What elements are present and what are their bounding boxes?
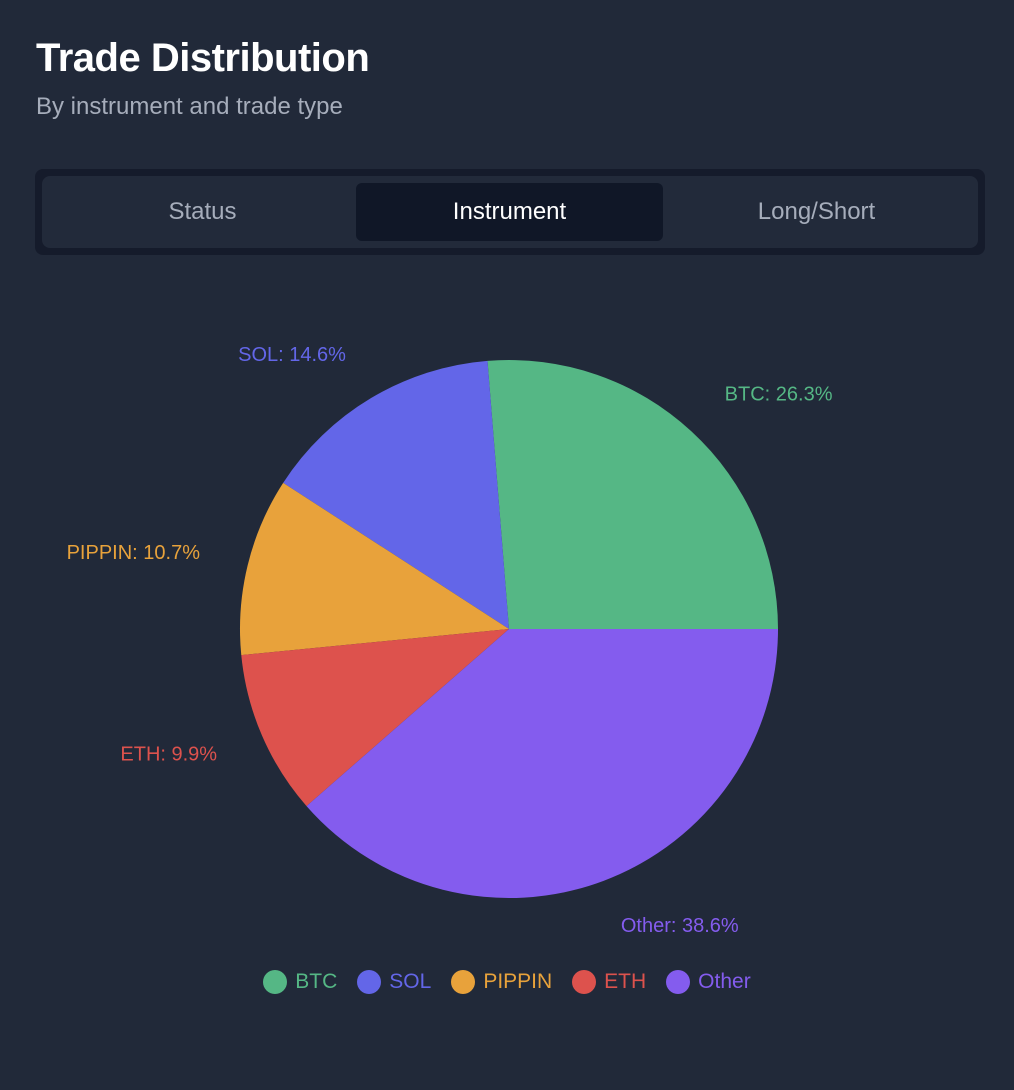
- legend-swatch-pippin: [451, 970, 476, 994]
- legend-item-btc[interactable]: BTC: [263, 970, 337, 994]
- legend-item-sol[interactable]: SOL: [357, 970, 431, 994]
- pie-slice-other[interactable]: [306, 629, 778, 898]
- legend-swatch-btc: [263, 970, 288, 994]
- tab-status[interactable]: Status: [168, 198, 237, 225]
- pie-slice-eth[interactable]: [241, 629, 509, 807]
- slice-label-pippin: PIPPIN: 10.7%: [67, 542, 201, 564]
- legend-label-sol: SOL: [389, 970, 432, 993]
- tab-bar-inner: Status Instrument Long/Short: [42, 176, 978, 248]
- tab-bar: Status Instrument Long/Short: [35, 169, 985, 255]
- legend-swatch-eth: [572, 970, 597, 994]
- legend-item-other[interactable]: Other: [666, 970, 751, 994]
- legend-swatch-sol: [357, 970, 382, 994]
- legend-label-btc: BTC: [295, 970, 338, 993]
- page-title: Trade Distribution: [36, 36, 370, 80]
- legend-label-other: Other: [698, 970, 751, 993]
- legend-swatch-other: [666, 970, 691, 994]
- tab-instrument[interactable]: Instrument: [356, 183, 663, 241]
- legend-label-pippin: PIPPIN: [483, 970, 553, 993]
- page-subtitle: By instrument and trade type: [36, 93, 343, 120]
- slice-label-btc: BTC: 26.3%: [725, 384, 833, 406]
- pie-slice-btc[interactable]: [487, 360, 778, 629]
- chart-legend: BTC SOL PIPPIN ETH Other: [0, 962, 1014, 1002]
- legend-label-eth: ETH: [604, 970, 647, 993]
- slice-label-other: Other: 38.6%: [621, 915, 739, 937]
- legend-item-pippin[interactable]: PIPPIN: [451, 970, 552, 994]
- tab-long-short[interactable]: Long/Short: [757, 198, 876, 225]
- pie-slice-sol[interactable]: [283, 360, 509, 629]
- slice-label-eth: ETH: 9.9%: [120, 743, 217, 765]
- pie-slice-pippin[interactable]: [240, 482, 509, 656]
- legend-item-eth[interactable]: ETH: [572, 970, 646, 994]
- slice-label-sol: SOL: 14.6%: [238, 344, 346, 366]
